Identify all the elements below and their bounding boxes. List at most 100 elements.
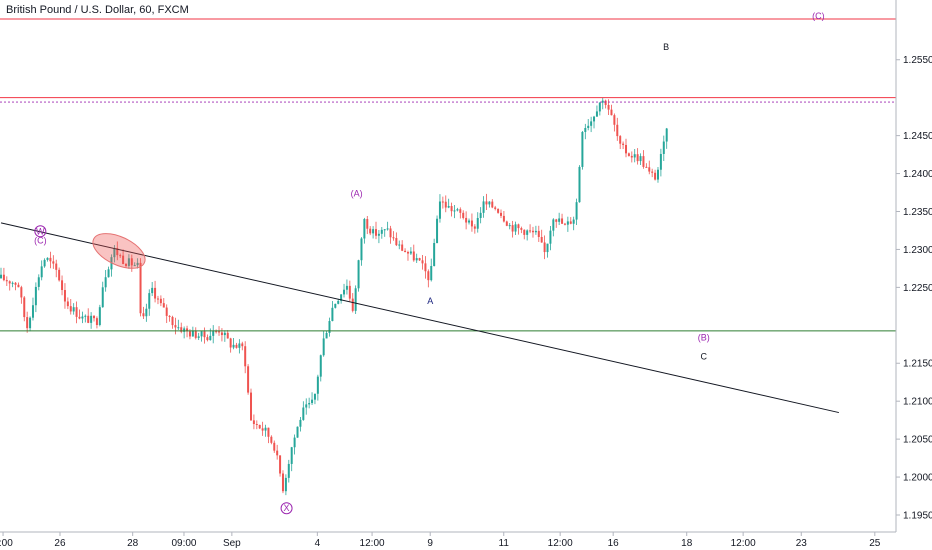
candle-body xyxy=(581,131,584,167)
time-axis: 2:00 26 28 09:00 Sep 4 12:00 9 11 12:00 16 18 12:00 2… xyxy=(0,531,896,549)
price-tick-label: 1.21500 xyxy=(903,359,932,370)
candle-body xyxy=(223,332,226,336)
wave-label-circle xyxy=(280,502,293,515)
candle-body xyxy=(159,298,162,304)
candle-body xyxy=(81,316,84,319)
time-tick-label: 18 xyxy=(681,538,693,549)
candle-body xyxy=(360,238,363,261)
candle-body xyxy=(273,442,276,451)
candle-body xyxy=(502,215,505,222)
candle-body xyxy=(58,269,61,281)
time-tick-label: 12:00 xyxy=(548,538,573,549)
candle-body xyxy=(75,307,78,317)
candle-body xyxy=(456,209,459,211)
candle-body xyxy=(78,316,81,319)
candle-body xyxy=(418,258,421,261)
candle-body xyxy=(87,315,90,323)
candle-body xyxy=(154,287,157,299)
wave-label: A xyxy=(427,296,433,306)
candle-body xyxy=(590,121,593,126)
candle-body xyxy=(142,313,145,317)
candle-body xyxy=(575,202,578,220)
candle-body xyxy=(171,316,174,326)
candle-body xyxy=(55,263,58,270)
candle-body xyxy=(412,251,415,261)
candle-body xyxy=(93,315,96,319)
candle-body xyxy=(348,285,351,299)
candle-body xyxy=(401,244,404,251)
candle-body xyxy=(584,127,587,132)
candle-body xyxy=(630,155,633,158)
candle-body xyxy=(244,346,247,367)
candle-body xyxy=(267,427,270,437)
candle-body xyxy=(250,392,253,421)
candle-body xyxy=(424,263,427,272)
candle-body xyxy=(430,265,433,281)
candle-body xyxy=(561,218,564,224)
candle-body xyxy=(84,315,87,317)
candle-body xyxy=(46,257,49,260)
candle-body xyxy=(113,248,116,258)
candle-body xyxy=(206,337,209,341)
price-tick-label: 1.20000 xyxy=(903,473,932,484)
candle-body xyxy=(156,298,159,300)
candle-body xyxy=(395,238,398,246)
candle-body xyxy=(29,317,32,329)
candle-body xyxy=(383,229,386,231)
candle-body xyxy=(369,228,372,234)
wave-label: C xyxy=(701,351,708,361)
candle-body xyxy=(595,111,598,117)
candle-body xyxy=(616,124,619,137)
candle-body xyxy=(232,344,235,348)
candle-body xyxy=(642,156,645,167)
candle-body xyxy=(613,115,616,125)
candle-body xyxy=(470,220,473,227)
candle-body xyxy=(299,419,302,427)
candle-body xyxy=(546,243,549,253)
candle-body xyxy=(66,301,69,307)
candle-body xyxy=(421,260,424,264)
candle-body xyxy=(386,228,389,230)
candle-body xyxy=(459,209,462,213)
candle-body xyxy=(531,230,534,233)
candle-body xyxy=(604,100,607,105)
candle-body xyxy=(226,332,229,339)
candle-body xyxy=(479,212,482,218)
candle-body xyxy=(622,143,625,145)
candle-body xyxy=(654,172,657,180)
candle-body xyxy=(325,333,328,339)
candle-body xyxy=(191,330,194,337)
candle-body xyxy=(569,221,572,224)
candle-body xyxy=(302,407,305,420)
candle-body xyxy=(526,230,529,235)
candle-body xyxy=(340,294,343,301)
candle-body xyxy=(49,257,52,262)
candle-body xyxy=(476,217,479,229)
candle-body xyxy=(235,344,238,348)
candle-body xyxy=(468,220,471,223)
candle-body xyxy=(517,224,520,229)
candle-body xyxy=(497,208,500,213)
candle-body xyxy=(218,331,221,333)
price-axis-bg xyxy=(896,0,932,550)
candle-body xyxy=(316,376,319,394)
candle-body xyxy=(116,248,119,256)
price-tick-label: 1.22500 xyxy=(903,283,932,294)
candle-body xyxy=(354,288,357,311)
candle-body xyxy=(343,289,346,295)
candle-body xyxy=(148,293,151,309)
price-axis: 1.25500 1.24500 1.24000 1.23500 1.23000 1.225… xyxy=(895,0,932,550)
trendline-layer xyxy=(0,222,840,414)
candle-body xyxy=(319,355,322,377)
candle-body xyxy=(220,332,223,336)
candle-body xyxy=(665,128,668,142)
candle-body xyxy=(61,280,64,291)
candle-body xyxy=(619,136,622,144)
highlight-ellipse xyxy=(92,233,146,269)
candle-body xyxy=(427,271,430,281)
candle-body xyxy=(450,206,453,212)
chart-title: British Pound / U.S. Dollar, 60, FXCM xyxy=(6,4,189,16)
candle-body xyxy=(363,219,366,239)
candle-body xyxy=(122,255,125,264)
